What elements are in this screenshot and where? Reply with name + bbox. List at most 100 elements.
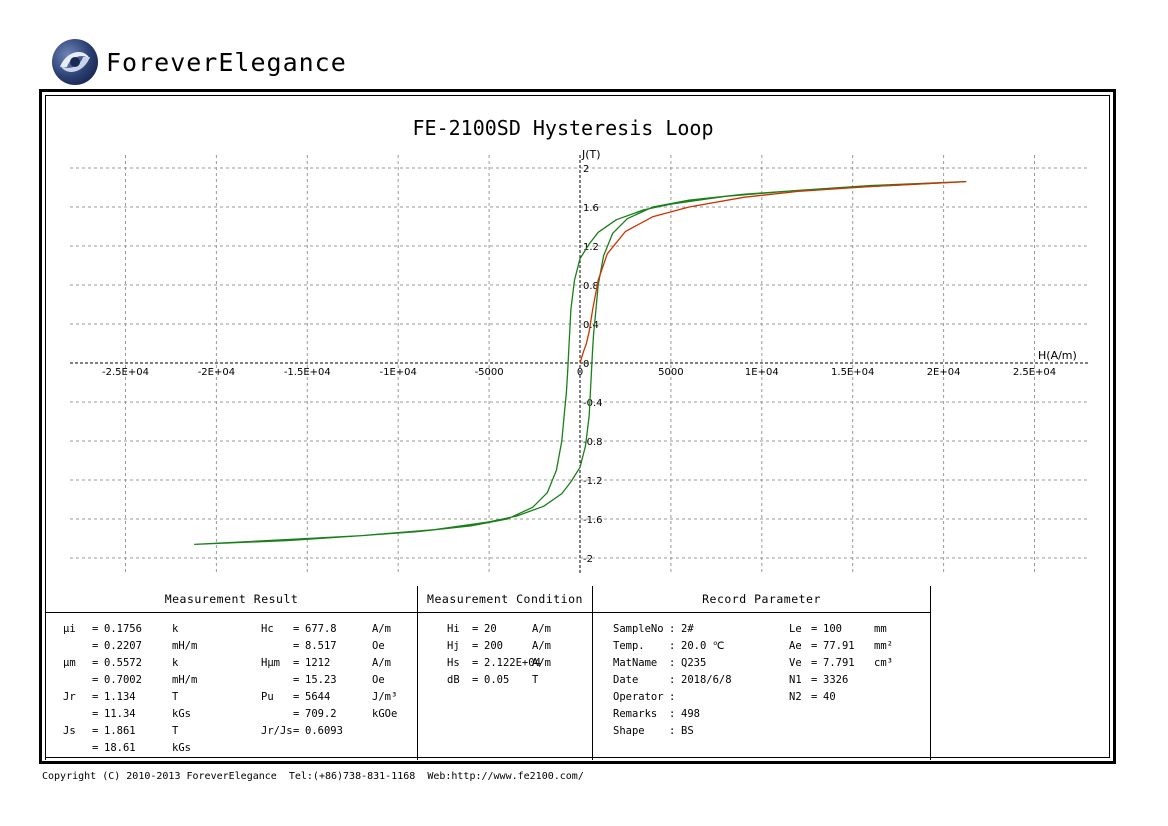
measurement-condition-cell: A/m	[532, 623, 551, 635]
y-tick-label: -1.2	[583, 476, 603, 487]
record-parameter-cell: =	[811, 623, 818, 635]
measurement-condition-cell: 2.122E+04	[484, 657, 541, 669]
measurement-result-cell: kGs	[172, 742, 191, 754]
measurement-result-cell: T	[172, 725, 179, 737]
x-tick-label: 1.5E+04	[831, 367, 874, 378]
measurement-result-cell: =	[92, 691, 99, 703]
record-parameter-cell: 40	[823, 691, 836, 703]
tick-labels: -2.5E+04 -2E+04 -1.5E+04 -1E+04 -5000 0 5000 1E…	[102, 164, 1056, 565]
record-parameter-cell: 498	[681, 708, 700, 720]
y-tick-label: -1.6	[583, 515, 603, 526]
panel-divider	[418, 612, 592, 613]
measurement-condition-cell: =	[472, 657, 479, 669]
data-tables: Measurement Result μi = 0.1756 k = 0.2207 mH/m…	[45, 586, 1114, 760]
x-tick-label: 2E+04	[927, 367, 961, 378]
measurement-result-cell: =	[293, 725, 300, 737]
record-parameter-cell: Date	[613, 674, 639, 686]
measurement-condition-cell: T	[532, 674, 539, 686]
brand-name: ForeverElegance	[106, 47, 347, 77]
measurement-result-cell: mH/m	[172, 674, 198, 686]
initial-magnetization-line	[579, 180, 966, 364]
y-tick-label: 1.6	[583, 203, 599, 214]
measurement-result-cell: 0.6093	[305, 725, 343, 737]
measurement-condition-panel: Measurement Condition Hi = 20 A/m Hj = 200 A/m H…	[418, 586, 593, 760]
panel-divider	[593, 612, 930, 613]
record-parameter-cell: Remarks	[613, 708, 658, 720]
x-axis-label: H(A/m)	[1038, 349, 1077, 362]
x-tick-label: -2E+04	[198, 367, 235, 378]
x-tick-label: 5000	[658, 367, 683, 378]
record-parameter-cell: Ve	[789, 657, 802, 669]
measurement-result-cell: A/m	[372, 657, 391, 669]
record-parameter-cell: Le	[789, 623, 802, 635]
measurement-result-cell: k	[172, 623, 179, 635]
y-tick-label: 0.4	[583, 320, 599, 331]
measurement-result-cell: 0.1756	[104, 623, 142, 635]
x-tick-label: 2.5E+04	[1013, 367, 1056, 378]
record-parameter-cell: Shape	[613, 725, 645, 737]
record-parameter-cell: :	[669, 674, 676, 686]
measurement-result-cell: kGs	[172, 708, 191, 720]
record-parameter-cell: MatName	[613, 657, 658, 669]
record-parameter-cell: :	[669, 657, 676, 669]
measurement-result-cell: 1212	[305, 657, 331, 669]
record-parameter-cell: Q235	[681, 657, 707, 669]
record-parameter-cell: =	[811, 691, 818, 703]
measurement-result-cell: =	[92, 640, 99, 652]
measurement-result-cell: 5644	[305, 691, 331, 703]
measurement-result-cell: =	[293, 640, 300, 652]
measurement-condition-cell: A/m	[532, 640, 551, 652]
measurement-result-cell: Pu	[261, 691, 274, 703]
measurement-result-cell: =	[293, 708, 300, 720]
measurement-result-cell: 11.34	[104, 708, 136, 720]
measurement-result-cell: =	[293, 623, 300, 635]
measurement-result-cell: 1.861	[104, 725, 136, 737]
measurement-result-panel: Measurement Result μi = 0.1756 k = 0.2207 mH/m…	[45, 586, 418, 760]
record-parameter-panel: Record Parameter SampleNo:2# Temp.:20.0 ℃…	[593, 586, 931, 760]
measurement-result-cell: 0.7002	[104, 674, 142, 686]
measurement-result-cell: =	[92, 708, 99, 720]
measurement-condition-cell: 20	[484, 623, 497, 635]
measurement-result-cell: =	[92, 742, 99, 754]
measurement-condition-cell: =	[472, 640, 479, 652]
report-frame-outer	[39, 89, 1116, 764]
record-parameter-cell: :	[669, 623, 676, 635]
record-parameter-cell: 2018/6/8	[681, 674, 732, 686]
measurement-result-cell: Jr	[63, 691, 76, 703]
measurement-condition-cell: A/m	[532, 657, 551, 669]
record-parameter-title: Record Parameter	[702, 592, 821, 606]
record-parameter-cell: mm	[874, 623, 887, 635]
y-tick-label: -0.8	[583, 437, 603, 448]
hysteresis-chart: -2.5E+04 -2E+04 -1.5E+04 -1E+04 -5000 0 5000 1E…	[70, 116, 1090, 575]
measurement-result-cell: =	[293, 674, 300, 686]
record-parameter-cell: 2#	[681, 623, 694, 635]
record-parameter-cell: BS	[681, 725, 694, 737]
measurement-result-cell: =	[92, 657, 99, 669]
measurement-result-cell: Oe	[372, 640, 385, 652]
measurement-result-cell: =	[92, 725, 99, 737]
measurement-condition-cell: =	[472, 623, 479, 635]
measurement-result-cell: 0.5572	[104, 657, 142, 669]
x-tick-label: -5000	[475, 367, 504, 378]
x-tick-label: -1.5E+04	[284, 367, 331, 378]
y-tick-label: 2	[583, 164, 589, 175]
measurement-condition-cell: Hi	[447, 623, 460, 635]
series	[194, 180, 967, 546]
measurement-result-cell: 677.8	[305, 623, 337, 635]
measurement-result-cell: =	[293, 657, 300, 669]
measurement-result-cell: Hc	[261, 623, 274, 635]
x-tick-label: -2.5E+04	[102, 367, 149, 378]
x-tick-label: 0	[577, 367, 583, 378]
x-tick-label: 1E+04	[745, 367, 779, 378]
record-parameter-cell: Ae	[789, 640, 802, 652]
y-tick-label: -2	[583, 554, 593, 565]
measurement-result-cell: J/m³	[372, 691, 398, 703]
y-tick-label: 1.2	[583, 242, 599, 253]
measurement-result-cell: kGOe	[372, 708, 398, 720]
blank-panel	[931, 586, 1114, 760]
measurement-condition-cell: Hs	[447, 657, 460, 669]
panel-divider	[46, 612, 417, 613]
record-parameter-cell: 77.91	[823, 640, 855, 652]
measurement-condition-cell: dB	[447, 674, 460, 686]
record-parameter-cell: =	[811, 657, 818, 669]
